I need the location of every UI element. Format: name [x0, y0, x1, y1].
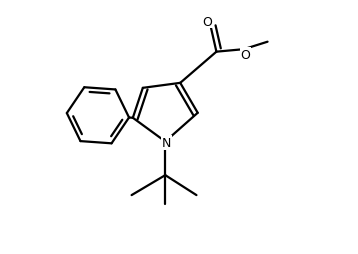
Text: O: O	[203, 16, 213, 29]
Text: N: N	[162, 137, 171, 150]
Text: O: O	[240, 49, 250, 61]
